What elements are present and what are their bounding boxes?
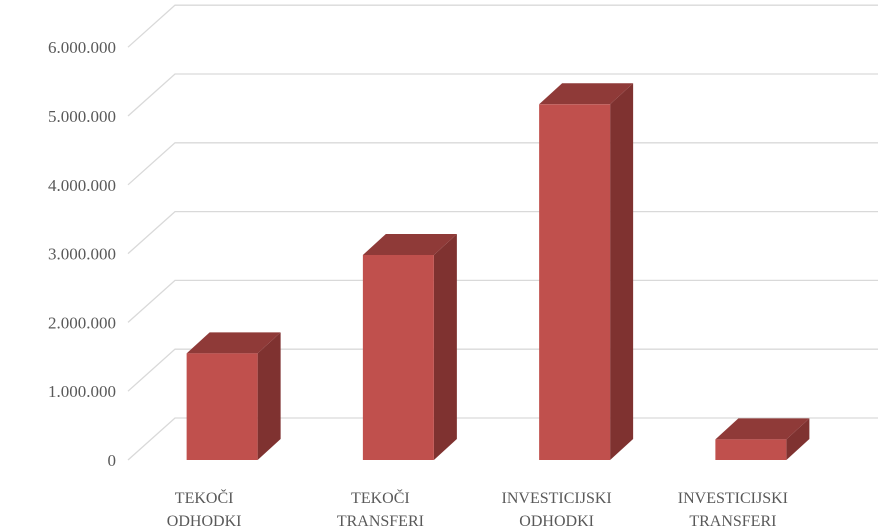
gridline	[127, 417, 878, 461]
bar-front-face	[539, 104, 611, 460]
gridline	[127, 210, 878, 255]
x-category-label: TEKOČI TRANSFERI	[337, 488, 424, 530]
y-tick-label: 1.000.000	[48, 382, 116, 401]
bar-front-face	[715, 439, 787, 460]
bar	[186, 332, 281, 460]
bar	[539, 83, 634, 460]
bar-top-face	[362, 233, 457, 255]
grid-layer	[127, 4, 878, 461]
bar-side-face	[433, 233, 457, 460]
y-tick-label: 3.000.000	[48, 245, 116, 264]
bar	[715, 418, 810, 460]
y-tick-label: 4.000.000	[48, 176, 116, 195]
gridline	[127, 279, 878, 323]
bar	[362, 233, 457, 460]
gridline	[127, 4, 878, 48]
bar-side-face	[610, 83, 634, 460]
bar-top-face	[715, 418, 810, 440]
x-category-label: TEKOČI ODHODKI	[167, 488, 242, 530]
bar-front-face	[186, 353, 258, 460]
bar-side-face	[786, 418, 810, 460]
y-axis-ticks: 0 1.000.000 2.000.000 3.000.000 4.000.000 5.0…	[48, 38, 116, 470]
x-category-label: INVESTICIJSKI ODHODKI	[502, 490, 612, 530]
y-tick-label: 6.000.000	[48, 38, 116, 57]
gridline	[127, 348, 878, 392]
bar-side-face	[257, 332, 281, 460]
gridline	[127, 142, 878, 186]
x-axis-labels: TEKOČI ODHODKI TEKOČI TRANSFERI INVESTICIJSK…	[167, 488, 788, 530]
bar-front-face	[362, 254, 434, 460]
bar-top-face	[186, 332, 281, 354]
x-category-label: INVESTICIJSKI TRANSFERI	[678, 490, 788, 530]
y-tick-label: 0	[108, 451, 117, 470]
gridline	[127, 73, 878, 117]
y-tick-label: 2.000.000	[48, 313, 116, 332]
bars	[186, 83, 810, 460]
y-tick-label: 5.000.000	[48, 107, 116, 126]
bar-top-face	[539, 83, 634, 105]
